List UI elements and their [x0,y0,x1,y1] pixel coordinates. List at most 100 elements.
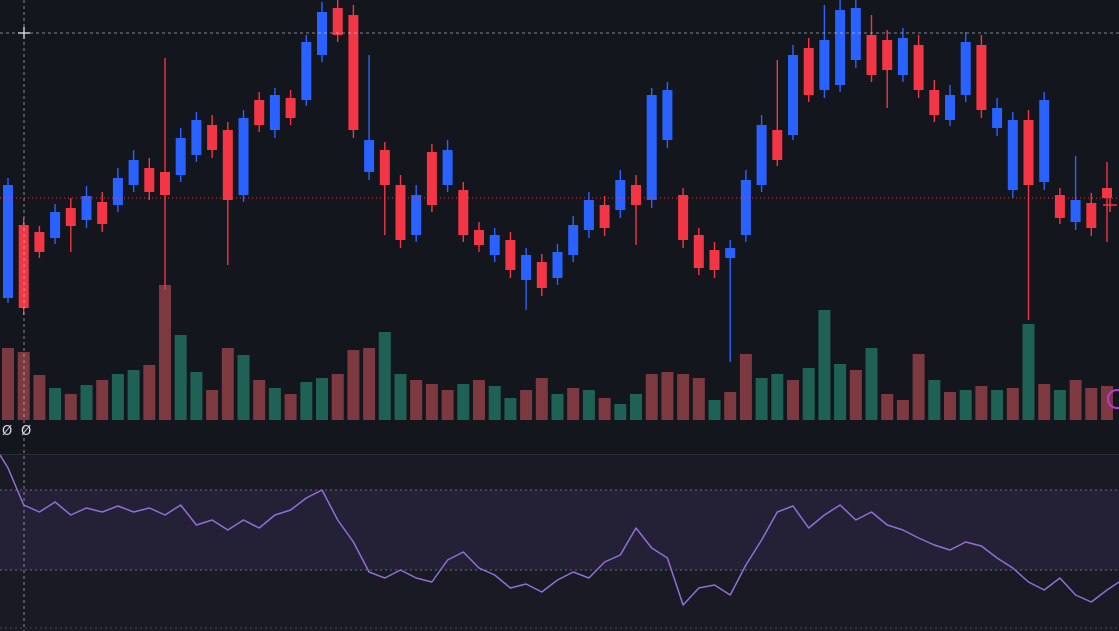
volume-bar[interactable] [268,388,281,420]
volume-bar[interactable] [614,404,627,420]
candle[interactable] [662,90,673,140]
candle[interactable] [772,130,783,160]
candle[interactable] [332,8,343,35]
volume-bar[interactable] [834,364,847,420]
volume-bar[interactable] [331,374,344,420]
candle[interactable] [819,40,830,90]
volume-bar[interactable] [64,394,77,420]
candle[interactable] [740,180,751,235]
candle[interactable] [128,160,139,185]
volume-bar[interactable] [2,348,14,420]
volume-bar[interactable] [441,390,454,420]
volume-bar[interactable] [284,394,297,420]
volume-bar[interactable] [206,390,219,420]
volume-bar[interactable] [567,388,580,420]
volume-bar[interactable] [96,380,109,420]
volume-bar[interactable] [80,385,93,420]
volume-bar[interactable] [630,394,642,420]
candle[interactable] [882,40,893,70]
volume-bar[interactable] [174,335,187,420]
candle[interactable] [474,230,484,245]
candle[interactable] [348,15,359,130]
candle[interactable] [1070,200,1081,222]
candle[interactable] [65,208,76,226]
candle[interactable] [411,195,422,235]
candle[interactable] [81,196,92,220]
volume-bar[interactable] [473,380,485,420]
candle[interactable] [913,45,924,90]
volume-bar[interactable] [692,378,705,420]
volume-bar[interactable] [363,348,376,420]
volume-bar[interactable] [551,394,564,420]
candle[interactable] [583,200,594,230]
candle[interactable] [34,232,45,252]
candle[interactable] [803,48,814,95]
candle[interactable] [112,178,123,205]
candle[interactable] [599,205,610,228]
candle[interactable] [1086,203,1097,228]
candle[interactable] [285,98,296,118]
volume-bar[interactable] [991,390,1004,420]
candle[interactable] [1023,120,1034,185]
volume-bar[interactable] [928,380,941,420]
volume-bar[interactable] [1053,390,1066,420]
candle[interactable] [568,225,579,255]
candle[interactable] [269,95,280,130]
candle[interactable] [379,150,390,185]
candle[interactable] [725,248,736,258]
candle[interactable] [709,250,720,270]
candle[interactable] [175,138,186,175]
candle[interactable] [960,42,971,95]
volume-bar[interactable] [802,368,815,420]
volume-bar[interactable] [394,374,407,420]
volume-bar[interactable] [739,354,752,420]
candle[interactable] [191,120,202,155]
volume-bar[interactable] [724,392,737,420]
volume-bar[interactable] [755,378,768,420]
candle[interactable] [364,140,375,172]
volume-bar[interactable] [645,374,658,420]
candle[interactable] [458,190,469,235]
candle[interactable] [207,125,218,150]
volume-bar[interactable] [190,372,203,420]
volume-bar[interactable] [221,348,234,420]
candle[interactable] [945,95,955,120]
candle[interactable] [1039,100,1050,182]
volume-bar[interactable] [881,394,894,420]
volume-bar[interactable] [535,378,548,420]
candle[interactable] [144,168,155,192]
candle[interactable] [1007,120,1018,190]
volume-bar[interactable] [316,378,328,420]
candle[interactable] [897,38,908,75]
volume-bar[interactable] [49,388,62,420]
candle[interactable] [929,90,940,115]
volume-bar[interactable] [504,398,517,420]
volume-bar[interactable] [818,310,831,420]
volume-bar[interactable] [896,400,909,420]
volume-bar[interactable] [300,382,313,420]
candle[interactable] [521,255,532,280]
candle[interactable] [850,8,861,60]
volume-bar[interactable] [661,372,674,420]
volume-bar[interactable] [771,374,784,420]
candle[interactable] [426,152,437,205]
oscillator-line[interactable] [0,454,1119,606]
volume-bar[interactable] [959,390,972,420]
candle[interactable] [97,202,108,224]
candle[interactable] [678,195,689,240]
candle[interactable] [866,35,877,75]
candle[interactable] [646,95,657,200]
candle[interactable] [976,45,987,110]
candle[interactable] [1102,188,1112,198]
candle[interactable] [222,130,233,200]
volume-bar[interactable] [127,370,140,420]
volume-bar[interactable] [582,390,595,420]
candle[interactable] [756,125,767,185]
candle[interactable] [505,240,516,270]
volume-bar[interactable] [378,332,391,420]
candle[interactable] [301,42,312,100]
volume-bar[interactable] [912,354,925,420]
candle[interactable] [992,108,1003,128]
volume-bar[interactable] [237,355,250,420]
